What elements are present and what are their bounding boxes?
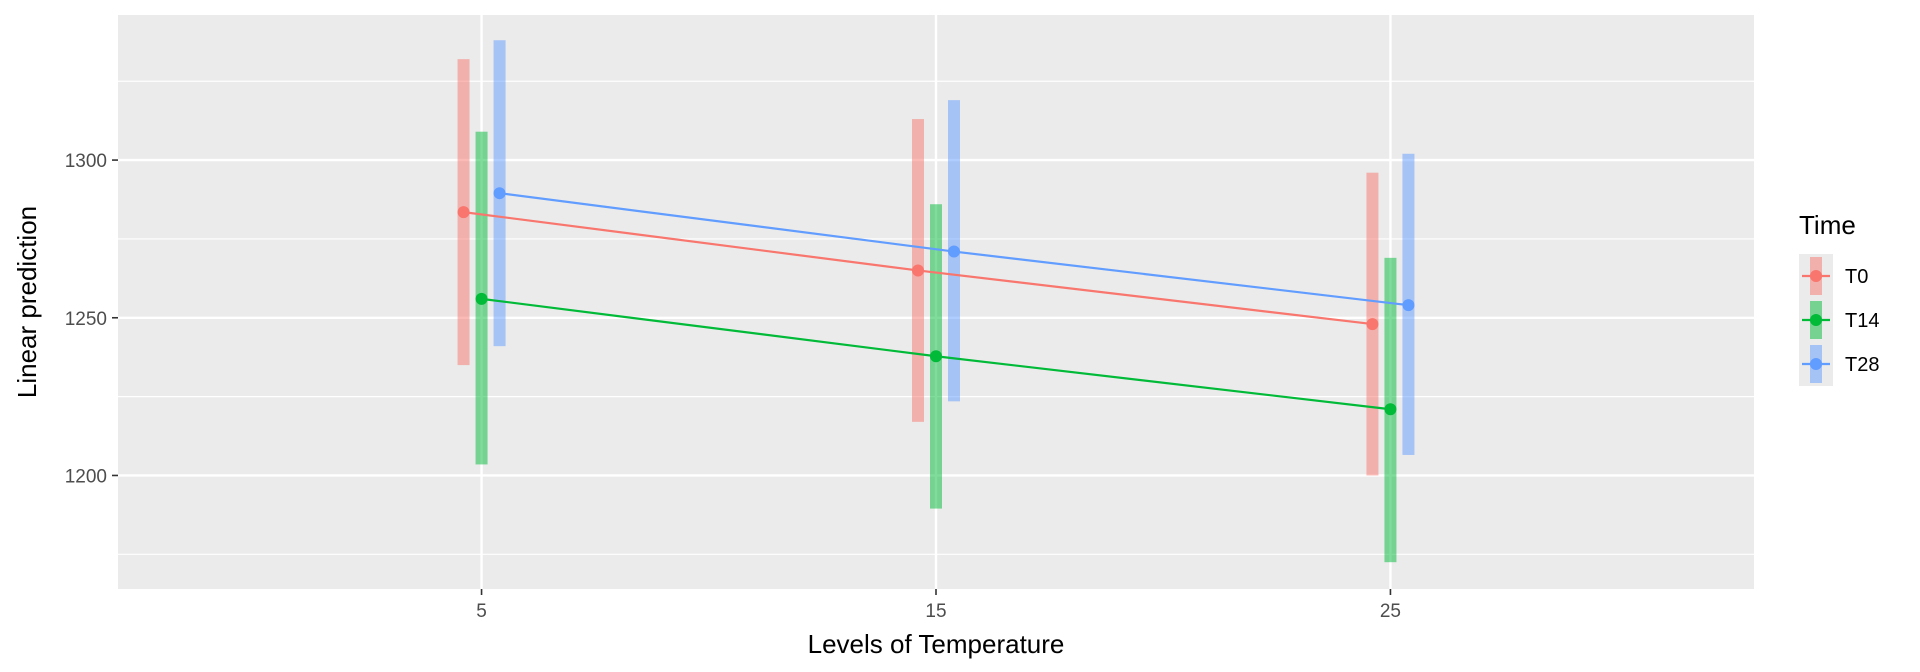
y-axis: 1200 1250 1300 <box>65 151 118 487</box>
x-axis-title: Levels of Temperature <box>808 629 1065 659</box>
data-point-t14 <box>1384 403 1397 416</box>
data-point-t28 <box>1402 299 1415 312</box>
data-point-t14 <box>930 350 942 363</box>
legend-label: T14 <box>1845 310 1879 332</box>
data-point-t28 <box>493 187 506 200</box>
legend-items: T0 T14 T28 <box>1799 254 1879 386</box>
legend-key-point <box>1810 358 1822 370</box>
x-tick-label: 25 <box>1380 601 1401 622</box>
y-tick-label: 1250 <box>65 309 107 330</box>
legend-title: Time <box>1799 210 1856 240</box>
y-axis-title: Linear prediction <box>12 206 42 398</box>
legend-key-point <box>1810 270 1822 282</box>
data-point-t0 <box>457 206 470 219</box>
x-tick-label: 5 <box>476 601 487 622</box>
y-tick-label: 1200 <box>65 466 107 487</box>
data-point-t0 <box>912 264 924 277</box>
data-point-t14 <box>475 292 488 305</box>
x-axis: 5 15 25 <box>476 589 1401 622</box>
data-point-t28 <box>948 245 960 258</box>
data-point-t0 <box>1366 318 1379 331</box>
legend-key-point <box>1810 314 1822 326</box>
legend-label: T28 <box>1845 354 1879 376</box>
series-points <box>457 187 1415 416</box>
legend: Time T0 T14 T28 <box>1799 210 1879 386</box>
y-tick-label: 1300 <box>65 151 107 172</box>
legend-label: T0 <box>1845 266 1868 288</box>
x-tick-label: 15 <box>925 601 946 622</box>
